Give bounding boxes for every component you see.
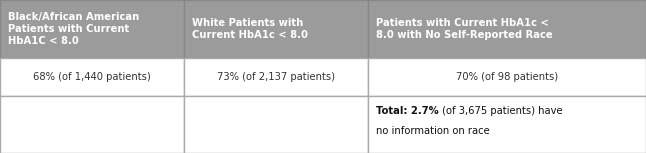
Text: White Patients with
Current HbA1c < 8.0: White Patients with Current HbA1c < 8.0 xyxy=(192,18,307,40)
Bar xyxy=(0,96,184,153)
Text: Total: 2.7%: Total: 2.7% xyxy=(376,106,439,116)
Bar xyxy=(0,58,184,96)
Text: Patients with Current HbA1c <
8.0 with No Self-Reported Race: Patients with Current HbA1c < 8.0 with N… xyxy=(376,18,552,40)
Bar xyxy=(0,0,184,58)
Text: Black/African American
Patients with Current
HbA1C < 8.0: Black/African American Patients with Cur… xyxy=(8,12,139,46)
Text: no information on race: no information on race xyxy=(376,126,490,136)
Bar xyxy=(368,0,646,58)
Text: 73% (of 2,137 patients): 73% (of 2,137 patients) xyxy=(217,72,335,82)
Bar xyxy=(184,96,368,153)
Text: (of 3,675 patients) have: (of 3,675 patients) have xyxy=(439,106,563,116)
Bar xyxy=(368,58,646,96)
Bar xyxy=(184,0,368,58)
Text: 68% (of 1,440 patients): 68% (of 1,440 patients) xyxy=(33,72,151,82)
Text: 70% (of 98 patients): 70% (of 98 patients) xyxy=(456,72,558,82)
Bar xyxy=(368,96,646,153)
Bar xyxy=(184,58,368,96)
